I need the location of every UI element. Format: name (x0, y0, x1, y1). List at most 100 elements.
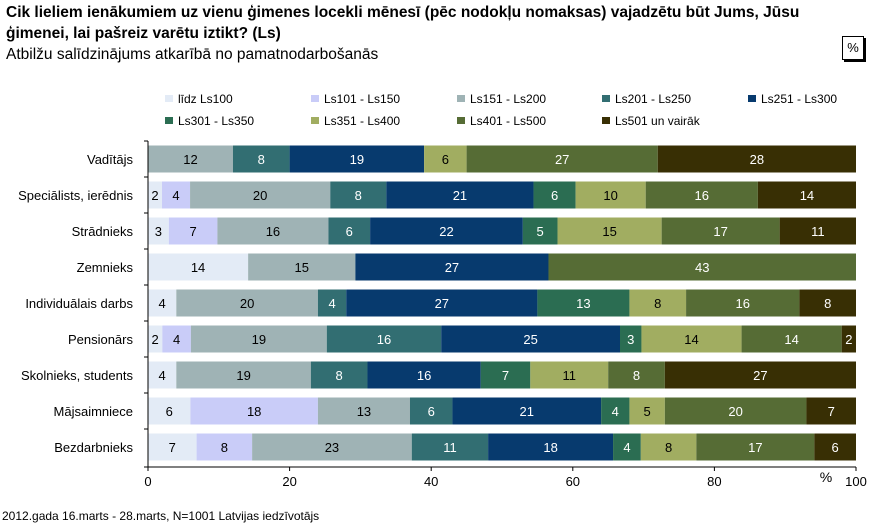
bar-segment (741, 325, 842, 353)
bar-segment (799, 289, 856, 317)
bar-segment (466, 145, 658, 173)
bar-segment (370, 217, 523, 245)
data-label: 14 (784, 332, 798, 347)
data-label: 16 (735, 296, 749, 311)
data-label: 8 (654, 296, 661, 311)
data-label: 22 (439, 224, 453, 239)
bar-segment (657, 145, 856, 173)
bar-segment (629, 397, 665, 425)
data-label: 8 (221, 440, 228, 455)
bar-segment (328, 217, 371, 245)
legend-swatch (602, 117, 610, 124)
data-label: 13 (576, 296, 590, 311)
bar-segment (326, 325, 442, 353)
data-label: 6 (832, 440, 839, 455)
bar-segment (640, 433, 697, 461)
data-label: 8 (336, 368, 343, 383)
data-label: 2 (152, 332, 159, 347)
bar-segment (148, 361, 177, 389)
data-label: 16 (266, 224, 280, 239)
bar-segment (148, 289, 177, 317)
data-label: 23 (325, 440, 339, 455)
data-label: 17 (713, 224, 727, 239)
bar-segment (696, 433, 815, 461)
bar-segment (148, 433, 197, 461)
bar-segment (548, 253, 856, 281)
bar-segment (424, 145, 467, 173)
data-label: 18 (247, 404, 261, 419)
legend-label: Ls351 - Ls400 (324, 114, 400, 128)
bar-segment (664, 361, 856, 389)
data-label: 2 (845, 332, 852, 347)
category-label: Skolnieks, students (21, 368, 134, 383)
bar-segment (196, 433, 253, 461)
category-label: Zemnieks (77, 260, 134, 275)
data-label: 16 (377, 332, 391, 347)
bar-segment (355, 253, 549, 281)
data-label: 21 (520, 404, 534, 419)
data-label: 4 (172, 188, 179, 203)
bar-segment (608, 361, 665, 389)
bar-segment (162, 325, 191, 353)
data-label: 20 (253, 188, 267, 203)
bar-segment (148, 397, 191, 425)
bar-segment (686, 289, 800, 317)
bar-segment (330, 181, 387, 209)
data-label: 18 (543, 440, 557, 455)
legend-swatch (602, 95, 610, 102)
legend-label: līdz Ls100 (178, 92, 233, 106)
bar-segment (629, 289, 687, 317)
data-label: 6 (428, 404, 435, 419)
data-label: 4 (328, 296, 335, 311)
category-label: Individuālais darbs (25, 296, 133, 311)
data-label: 8 (633, 368, 640, 383)
data-label: 3 (627, 332, 634, 347)
bar-segment (441, 325, 620, 353)
category-label: Vadītājs (87, 152, 134, 167)
bar-segment (806, 397, 856, 425)
category-label: Strādnieks (72, 224, 134, 239)
bar-segment (148, 145, 233, 173)
data-label: 4 (612, 404, 619, 419)
data-label: 19 (236, 368, 250, 383)
bar-segment (190, 397, 318, 425)
category-label: Bezdarbnieks (54, 440, 133, 455)
bar-segment (409, 397, 453, 425)
data-label: 11 (811, 224, 825, 239)
data-label: 14 (684, 332, 698, 347)
legend-label: Ls201 - Ls250 (615, 92, 691, 106)
x-tick-label: 40 (424, 474, 438, 489)
data-label: 11 (563, 368, 577, 383)
bar-segment (411, 433, 489, 461)
data-label: 4 (173, 332, 180, 347)
bar-segment (176, 289, 318, 317)
legend-label: Ls401 - Ls500 (470, 114, 546, 128)
bar-segment (190, 325, 327, 353)
data-label: 14 (800, 188, 814, 203)
bar-segment (779, 217, 856, 245)
legend-swatch (457, 95, 465, 102)
bar-segment (841, 325, 856, 353)
bar-segment (480, 361, 531, 389)
data-label: 17 (748, 440, 762, 455)
bar-segment (522, 217, 558, 245)
bar-segment (661, 217, 780, 245)
bar-segment (317, 397, 410, 425)
category-label: Mājsaimniece (54, 404, 133, 419)
bar-segment (557, 217, 662, 245)
bar-segment (575, 181, 646, 209)
bar-segment (664, 397, 807, 425)
data-label: 3 (155, 224, 162, 239)
data-label: 8 (355, 188, 362, 203)
data-label: 21 (453, 188, 467, 203)
x-tick-label: 100 (845, 474, 867, 489)
bar-segment (248, 253, 356, 281)
bar-segment (148, 217, 169, 245)
data-label: 28 (750, 152, 764, 167)
data-label: 10 (603, 188, 617, 203)
legend-swatch (311, 95, 319, 102)
category-label: Speciālists, ierēdnis (18, 188, 133, 203)
legend-swatch (165, 117, 173, 124)
bar-segment (620, 325, 642, 353)
x-tick-label: 60 (566, 474, 580, 489)
